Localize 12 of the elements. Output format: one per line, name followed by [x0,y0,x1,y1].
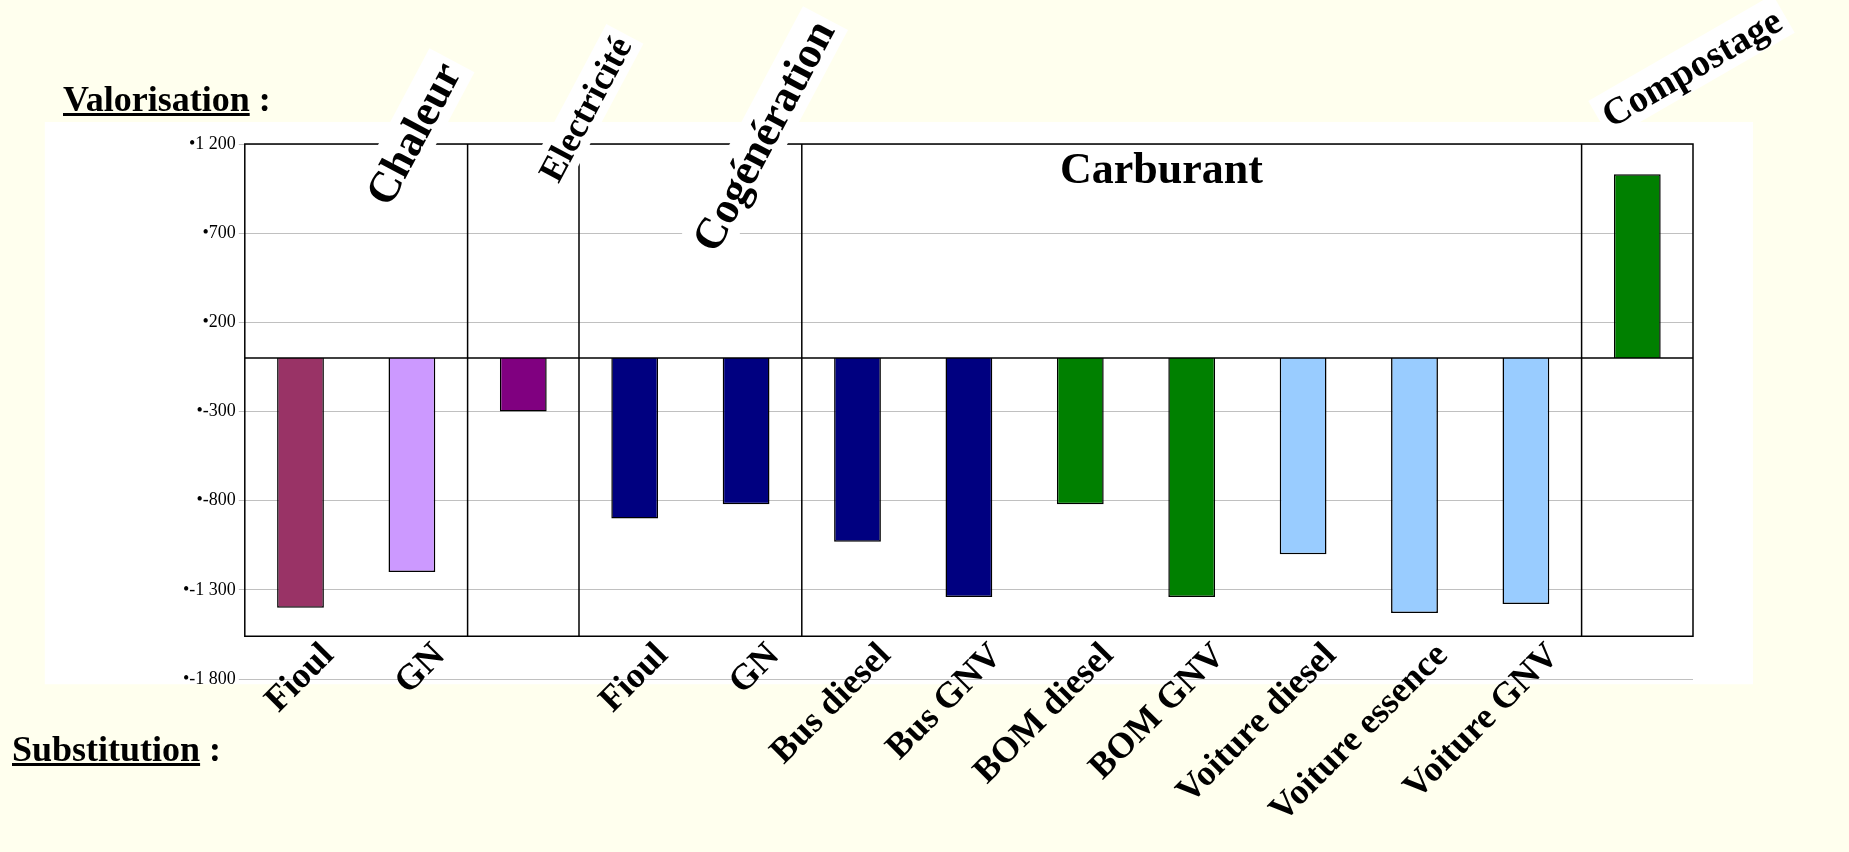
y-tick-label: •1 200 [188,132,236,153]
y-tick-label: •-800 [196,489,236,510]
y-tick-label: •-1 300 [183,578,236,599]
y-tick-label: •-300 [196,400,236,421]
y-tick-label: •700 [202,221,236,242]
text: Valorisation : [63,79,271,119]
y-tick-label: •200 [202,311,236,332]
text: Substitution : [12,729,222,769]
x-tick-label: GN [719,634,787,701]
annotation: Carburant [1060,143,1263,194]
y-tick-label: •-1 800 [183,667,236,688]
x-tick-label: GN [385,634,453,701]
